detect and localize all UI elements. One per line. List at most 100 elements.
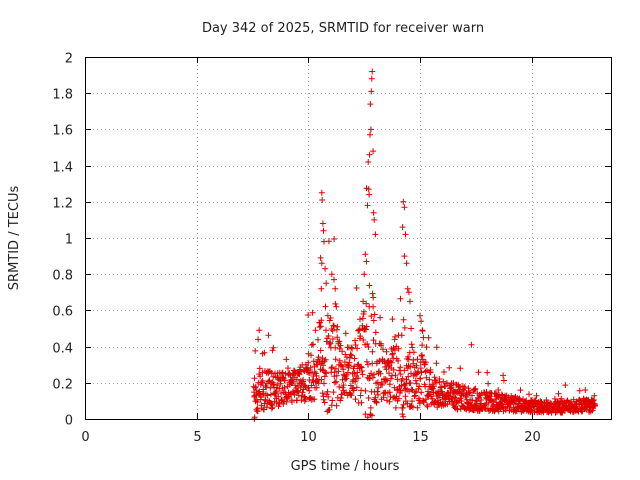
- data-point: [351, 355, 358, 362]
- data-point: [388, 359, 395, 366]
- data-point: [294, 388, 301, 395]
- data-point: [254, 399, 261, 405]
- data-point: [363, 300, 370, 307]
- data-point: [332, 285, 339, 292]
- data-point: [485, 380, 492, 387]
- data-point: [317, 323, 324, 330]
- data-point: [389, 351, 396, 358]
- data-point: [308, 352, 314, 359]
- data-point: [318, 260, 325, 267]
- data-point: [415, 368, 422, 375]
- x-tick-label: 0: [81, 430, 89, 445]
- data-point: [269, 347, 276, 354]
- data-point: [409, 344, 416, 351]
- data-point: [319, 220, 326, 227]
- data-point: [361, 308, 367, 315]
- data-point: [363, 323, 370, 330]
- data-point: [334, 323, 341, 330]
- data-point: [401, 204, 408, 211]
- data-point: [330, 322, 337, 329]
- data-point: [320, 227, 327, 234]
- data-point: [402, 231, 409, 238]
- x-tick-label: 10: [300, 430, 317, 445]
- data-point: [377, 370, 384, 377]
- data-point: [368, 412, 375, 419]
- data-point: [423, 374, 430, 381]
- data-point: [251, 392, 258, 399]
- data-point: [369, 290, 376, 297]
- data-point: [404, 285, 411, 292]
- data-point: [469, 392, 475, 399]
- data-point: [400, 316, 407, 323]
- data-point: [319, 355, 326, 362]
- data-point: [322, 356, 329, 363]
- data-point: [407, 298, 413, 305]
- data-point: [293, 376, 300, 383]
- data-point: [255, 336, 262, 343]
- data-point: [582, 387, 589, 393]
- data-point: [498, 391, 505, 398]
- data-point: [311, 396, 318, 403]
- data-point: [371, 311, 378, 318]
- data-point: [312, 327, 319, 334]
- data-point: [342, 330, 349, 337]
- data-point: [354, 345, 361, 352]
- data-point: [365, 361, 371, 368]
- data-point: [353, 384, 360, 391]
- data-point: [259, 350, 266, 357]
- data-point: [558, 395, 565, 402]
- data-point: [488, 397, 495, 404]
- data-point: [318, 376, 325, 383]
- data-point: [339, 384, 346, 391]
- y-axis-tick-labels: 0 0.2 0.4 0.6 0.8 1 1.2 1.4 1.6 1.8 2: [52, 52, 73, 429]
- data-point: [576, 387, 583, 394]
- data-point: [475, 369, 482, 376]
- data-point: [412, 392, 419, 399]
- data-point: [308, 382, 315, 389]
- data-point: [351, 363, 358, 370]
- data-point: [352, 396, 359, 403]
- data-point: [362, 387, 369, 394]
- y-tick-label: 2: [65, 52, 73, 67]
- data-point: [325, 333, 332, 339]
- data-point: [333, 402, 340, 409]
- data-point: [275, 393, 282, 400]
- data-point: [370, 303, 377, 310]
- data-point: [400, 198, 407, 205]
- data-point: [378, 342, 385, 349]
- y-tick-label: 0.6: [52, 305, 73, 320]
- data-point: [441, 369, 447, 375]
- data-point: [405, 356, 412, 363]
- data-point: [403, 376, 410, 383]
- data-point: [321, 380, 327, 387]
- y-tick-label: 0.4: [52, 342, 73, 357]
- data-point: [347, 351, 354, 358]
- data-point: [310, 341, 316, 348]
- data-point: [478, 397, 485, 403]
- data-point: [339, 348, 346, 355]
- data-point: [414, 356, 421, 363]
- data-point: [492, 396, 499, 403]
- data-point: [363, 258, 370, 265]
- data-point: [315, 354, 322, 361]
- data-point: [365, 395, 372, 401]
- data-point: [365, 159, 372, 165]
- data-point: [324, 388, 331, 395]
- data-point: [331, 369, 338, 376]
- data-point: [589, 397, 596, 404]
- data-point: [305, 312, 312, 318]
- y-tick-label: 1: [65, 233, 73, 248]
- data-point: [329, 397, 336, 404]
- data-point: [347, 391, 354, 398]
- data-point: [331, 276, 337, 283]
- data-point: [371, 371, 378, 378]
- data-point: [343, 354, 350, 361]
- data-point: [417, 312, 423, 319]
- data-point: [562, 382, 569, 389]
- data-point: [368, 313, 375, 320]
- y-tick-label: 0.2: [52, 378, 73, 393]
- data-point: [337, 342, 344, 349]
- x-tick-label: 20: [524, 430, 541, 445]
- data-point: [329, 364, 336, 371]
